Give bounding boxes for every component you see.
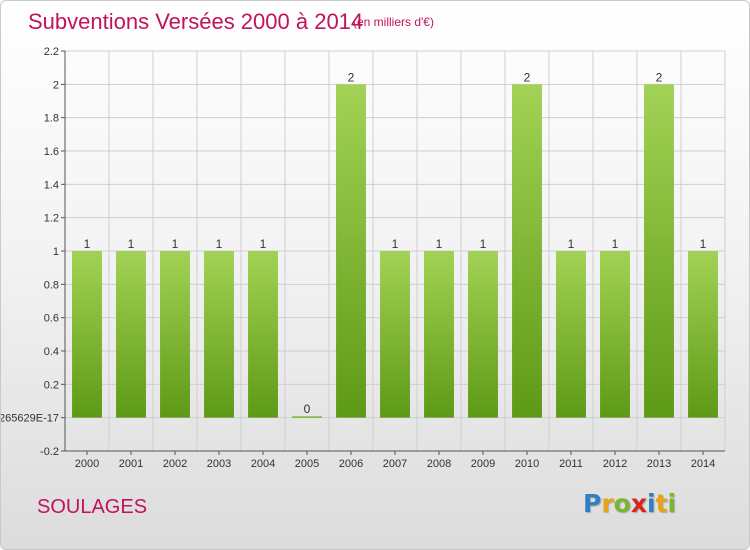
x-tick-label: 2010 (515, 458, 539, 470)
x-tick-label: 2004 (251, 458, 275, 470)
y-tick-label: -1.5265629E-17 (1, 413, 59, 425)
x-tick-label: 2013 (647, 458, 671, 470)
y-tick-label: 1 (53, 246, 59, 258)
chart-title: Subventions Versées 2000 à 2014 (28, 9, 364, 34)
data-label-2002: 1 (172, 237, 179, 251)
bar-2002 (160, 251, 190, 418)
proxiti-logo[interactable]: Proxiti (583, 489, 676, 518)
logo-letter: x (630, 489, 647, 518)
x-tick-label: 2005 (295, 458, 319, 470)
y-tick-label: 2.2 (44, 46, 59, 58)
labels: -0.2 -1.5265629E-17 0.2 0.4 0.6 0.8 1 1.2 1.4 1.6… (1, 46, 715, 470)
bar-2005 (292, 416, 322, 418)
data-label-2007: 1 (392, 237, 399, 251)
logo-letter: i (667, 489, 677, 518)
x-tick-label: 2011 (559, 458, 583, 470)
data-label-2012: 1 (612, 237, 619, 251)
data-label-2001: 1 (128, 237, 135, 251)
data-label-2014: 1 (700, 237, 707, 251)
bar-2009 (468, 251, 498, 418)
y-tick-label: 0.8 (44, 279, 59, 291)
bar-2007 (380, 251, 410, 418)
logo-letter: r (601, 489, 614, 518)
data-label-2013: 2 (656, 70, 663, 84)
logo-letter: t (655, 489, 668, 518)
data-label-2006: 2 (348, 70, 355, 84)
bar-2006 (336, 84, 366, 418)
commune-name: SOULAGES (37, 496, 148, 518)
data-label-2004: 1 (260, 237, 267, 251)
x-tick-label: 2001 (119, 458, 143, 470)
bar-2010 (512, 84, 542, 418)
y-tick-label: 1.2 (44, 213, 59, 225)
data-label-2005: 0 (304, 402, 311, 416)
y-tick-label: 2 (53, 79, 59, 91)
logo-letter: i (647, 489, 656, 518)
logo-letter: P (583, 489, 602, 518)
bar-2011 (556, 251, 586, 418)
x-tick-label: 2002 (163, 458, 187, 470)
bar-2000 (72, 251, 102, 418)
bar-2012 (600, 251, 630, 418)
data-label-2003: 1 (216, 237, 223, 251)
bars (72, 84, 718, 418)
x-tick-label: 2012 (603, 458, 627, 470)
bar-2014 (688, 251, 718, 418)
data-label-2011: 1 (568, 237, 575, 251)
x-tick-label: 2000 (75, 458, 99, 470)
y-tick-label: 0.4 (44, 346, 59, 358)
y-tick-label: 0.6 (44, 313, 59, 325)
logo-letter: o (613, 489, 631, 518)
y-tick-label: 1.4 (44, 179, 59, 191)
x-tick-label: 2007 (383, 458, 407, 470)
x-tick-label: 2008 (427, 458, 451, 470)
x-tick-label: 2003 (207, 458, 231, 470)
x-tick-label: 2014 (691, 458, 715, 470)
bar-2004 (248, 251, 278, 418)
bar-2001 (116, 251, 146, 418)
data-label-2008: 1 (436, 237, 443, 251)
y-tick-label: 1.6 (44, 146, 59, 158)
x-tick-label: 2009 (471, 458, 495, 470)
data-label-2010: 2 (524, 70, 531, 84)
data-label-2000: 1 (84, 237, 91, 251)
bar-2003 (204, 251, 234, 418)
y-tick-label: -0.2 (40, 446, 59, 458)
bar-2008 (424, 251, 454, 418)
x-tick-label: 2006 (339, 458, 363, 470)
bar-2013 (644, 84, 674, 418)
data-label-2009: 1 (480, 237, 487, 251)
axes (61, 50, 725, 455)
chart-subtitle: (en milliers d'€) (353, 15, 434, 29)
y-tick-label: 1.8 (44, 113, 59, 125)
y-tick-label: 0.2 (44, 379, 59, 391)
